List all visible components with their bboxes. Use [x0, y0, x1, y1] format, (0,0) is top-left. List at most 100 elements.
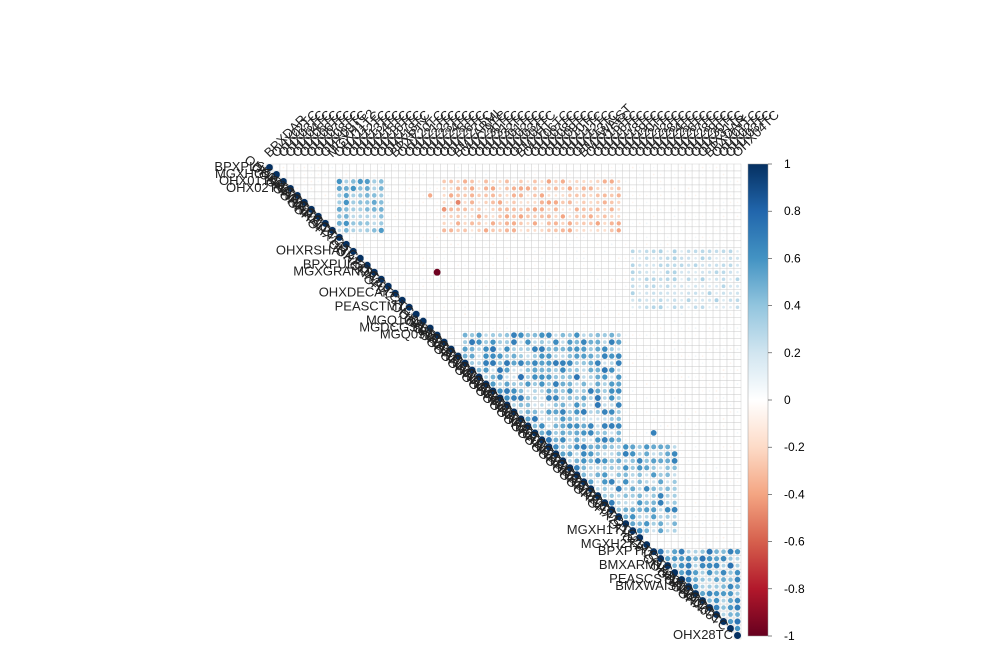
correlation-mark: [542, 328, 543, 329]
correlation-mark: [526, 333, 531, 338]
correlation-mark: [702, 440, 703, 441]
correlation-mark: [623, 507, 628, 512]
matrix-cell: [350, 164, 357, 171]
correlation-mark: [674, 209, 676, 211]
correlation-mark: [660, 327, 662, 329]
correlation-mark: [681, 223, 682, 224]
correlation-mark: [631, 299, 634, 302]
correlation-mark: [737, 544, 738, 545]
correlation-mark: [437, 167, 438, 168]
correlation-mark: [651, 500, 656, 505]
correlation-mark: [533, 201, 536, 204]
correlation-mark: [653, 174, 655, 176]
correlation-mark: [708, 285, 711, 288]
correlation-mark: [588, 444, 593, 449]
correlation-mark: [542, 244, 543, 245]
correlation-mark: [546, 430, 552, 436]
correlation-mark: [595, 402, 601, 408]
correlation-mark: [589, 466, 593, 470]
correlation-mark: [588, 388, 594, 394]
correlation-mark: [513, 321, 514, 322]
correlation-mark: [610, 201, 614, 205]
correlation-mark: [638, 292, 641, 295]
correlation-mark: [500, 272, 501, 273]
correlation-mark: [737, 363, 738, 364]
correlation-mark: [574, 430, 579, 435]
correlation-mark: [351, 200, 355, 204]
correlation-mark: [423, 167, 424, 168]
correlation-mark: [631, 501, 634, 504]
correlation-mark: [695, 488, 697, 490]
correlation-mark: [512, 376, 515, 379]
correlation-mark: [505, 228, 509, 232]
correlation-mark: [437, 258, 438, 259]
correlation-mark: [632, 167, 634, 169]
correlation-mark: [457, 285, 459, 287]
correlation-mark: [632, 202, 634, 204]
correlation-mark: [450, 327, 452, 329]
correlation-mark: [457, 292, 459, 294]
correlation-mark: [709, 167, 711, 169]
correlation-mark: [311, 174, 312, 175]
correlation-mark: [324, 174, 326, 176]
correlation-mark: [616, 388, 622, 394]
correlation-mark: [730, 384, 731, 385]
correlation-mark: [639, 244, 640, 245]
matrix-cell: [469, 311, 476, 318]
correlation-mark: [498, 222, 501, 225]
correlation-mark: [631, 480, 634, 483]
colorbar: 10.80.60.40.20-0.2-0.4-0.6-0.8-1: [748, 157, 805, 643]
correlation-mark: [680, 299, 683, 302]
correlation-mark: [660, 356, 661, 357]
correlation-mark: [644, 459, 648, 463]
correlation-mark: [722, 270, 726, 274]
correlation-mark: [723, 481, 724, 482]
correlation-mark: [667, 390, 669, 392]
correlation-mark: [602, 409, 608, 415]
matrix-cell: [420, 206, 427, 213]
correlation-mark: [660, 202, 661, 203]
correlation-mark: [451, 272, 452, 273]
correlation-mark: [688, 439, 689, 440]
correlation-mark: [688, 537, 690, 539]
correlation-mark: [723, 215, 725, 217]
correlation-mark: [478, 279, 479, 280]
correlation-mark: [729, 306, 732, 309]
correlation-mark: [609, 409, 615, 415]
correlation-mark: [561, 201, 565, 205]
correlation-mark: [444, 293, 445, 294]
correlation-mark: [702, 383, 703, 384]
correlation-mark: [716, 509, 717, 510]
correlation-mark: [687, 306, 689, 308]
correlation-mark: [581, 423, 586, 428]
correlation-mark: [611, 265, 612, 266]
correlation-mark: [500, 167, 501, 168]
correlation-mark: [639, 384, 640, 385]
correlation-mark: [597, 328, 598, 329]
correlation-mark: [653, 342, 654, 343]
correlation-mark: [716, 418, 717, 419]
correlation-mark: [379, 207, 384, 212]
correlation-mark: [492, 321, 493, 322]
correlation-mark: [702, 474, 704, 476]
correlation-mark: [345, 174, 347, 176]
correlation-mark: [402, 188, 403, 189]
correlation-mark: [360, 167, 361, 168]
correlation-mark: [737, 488, 738, 489]
correlation-mark: [387, 188, 389, 190]
correlation-mark: [665, 458, 670, 463]
correlation-mark: [443, 320, 445, 322]
correlation-mark: [450, 237, 451, 238]
correlation-mark: [505, 187, 509, 191]
correlation-mark: [478, 327, 479, 328]
correlation-mark: [519, 403, 524, 408]
correlation-mark: [737, 181, 739, 183]
correlation-mark: [625, 363, 626, 364]
correlation-mark: [429, 272, 430, 273]
correlation-mark: [507, 244, 508, 245]
correlation-mark: [610, 466, 614, 470]
correlation-mark: [568, 417, 573, 422]
correlation-mark: [443, 251, 445, 253]
correlation-mark: [381, 174, 382, 175]
correlation-mark: [540, 403, 544, 407]
